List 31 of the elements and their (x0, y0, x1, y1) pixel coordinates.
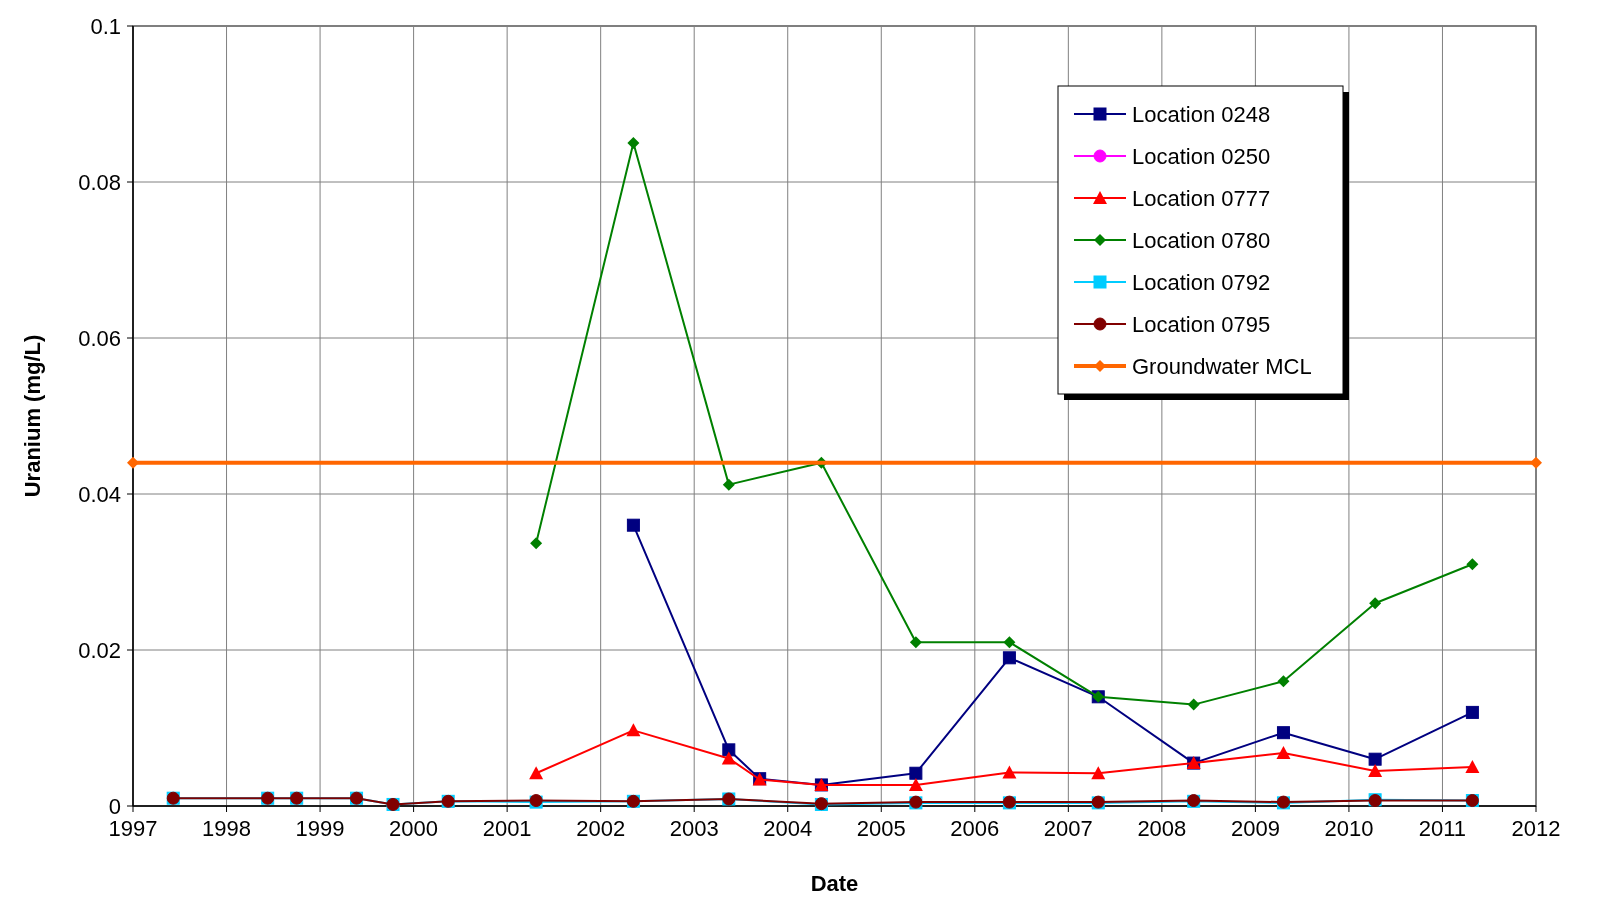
x-tick-label: 2005 (856, 816, 906, 841)
x-tick-label: 1997 (108, 816, 158, 841)
y-tick-label: 0.04 (78, 482, 121, 507)
x-tick-label: 1999 (295, 816, 345, 841)
x-tick-label: 2008 (1137, 816, 1187, 841)
legend-label: Location 0777 (1132, 186, 1271, 211)
x-tick-label: 2004 (763, 816, 813, 841)
x-axis-title: Date (810, 871, 859, 896)
y-tick-label: 0 (108, 794, 121, 819)
x-tick-label: 2000 (389, 816, 439, 841)
x-tick-label: 2003 (669, 816, 719, 841)
legend-label: Groundwater MCL (1132, 354, 1312, 379)
y-tick-label: 0.1 (90, 14, 121, 39)
legend-label: Location 0795 (1132, 312, 1271, 337)
x-tick-label: 2002 (576, 816, 626, 841)
x-tick-label: 2012 (1511, 816, 1561, 841)
y-tick-label: 0.08 (78, 170, 121, 195)
x-tick-label: 1998 (202, 816, 252, 841)
x-tick-label: 2010 (1324, 816, 1374, 841)
legend-label: Location 0248 (1132, 102, 1271, 127)
x-tick-label: 2007 (1043, 816, 1093, 841)
x-tick-label: 2001 (482, 816, 532, 841)
y-tick-label: 0.06 (78, 326, 121, 351)
y-axis-title: Uranium (mg/L) (20, 334, 45, 498)
y-tick-label: 0.02 (78, 638, 121, 663)
legend-label: Location 0780 (1132, 228, 1271, 253)
x-tick-label: 2011 (1418, 816, 1467, 841)
legend-label: Location 0250 (1132, 144, 1271, 169)
legend-label: Location 0792 (1132, 270, 1271, 295)
x-tick-label: 2006 (950, 816, 1000, 841)
x-tick-label: 2009 (1230, 816, 1280, 841)
